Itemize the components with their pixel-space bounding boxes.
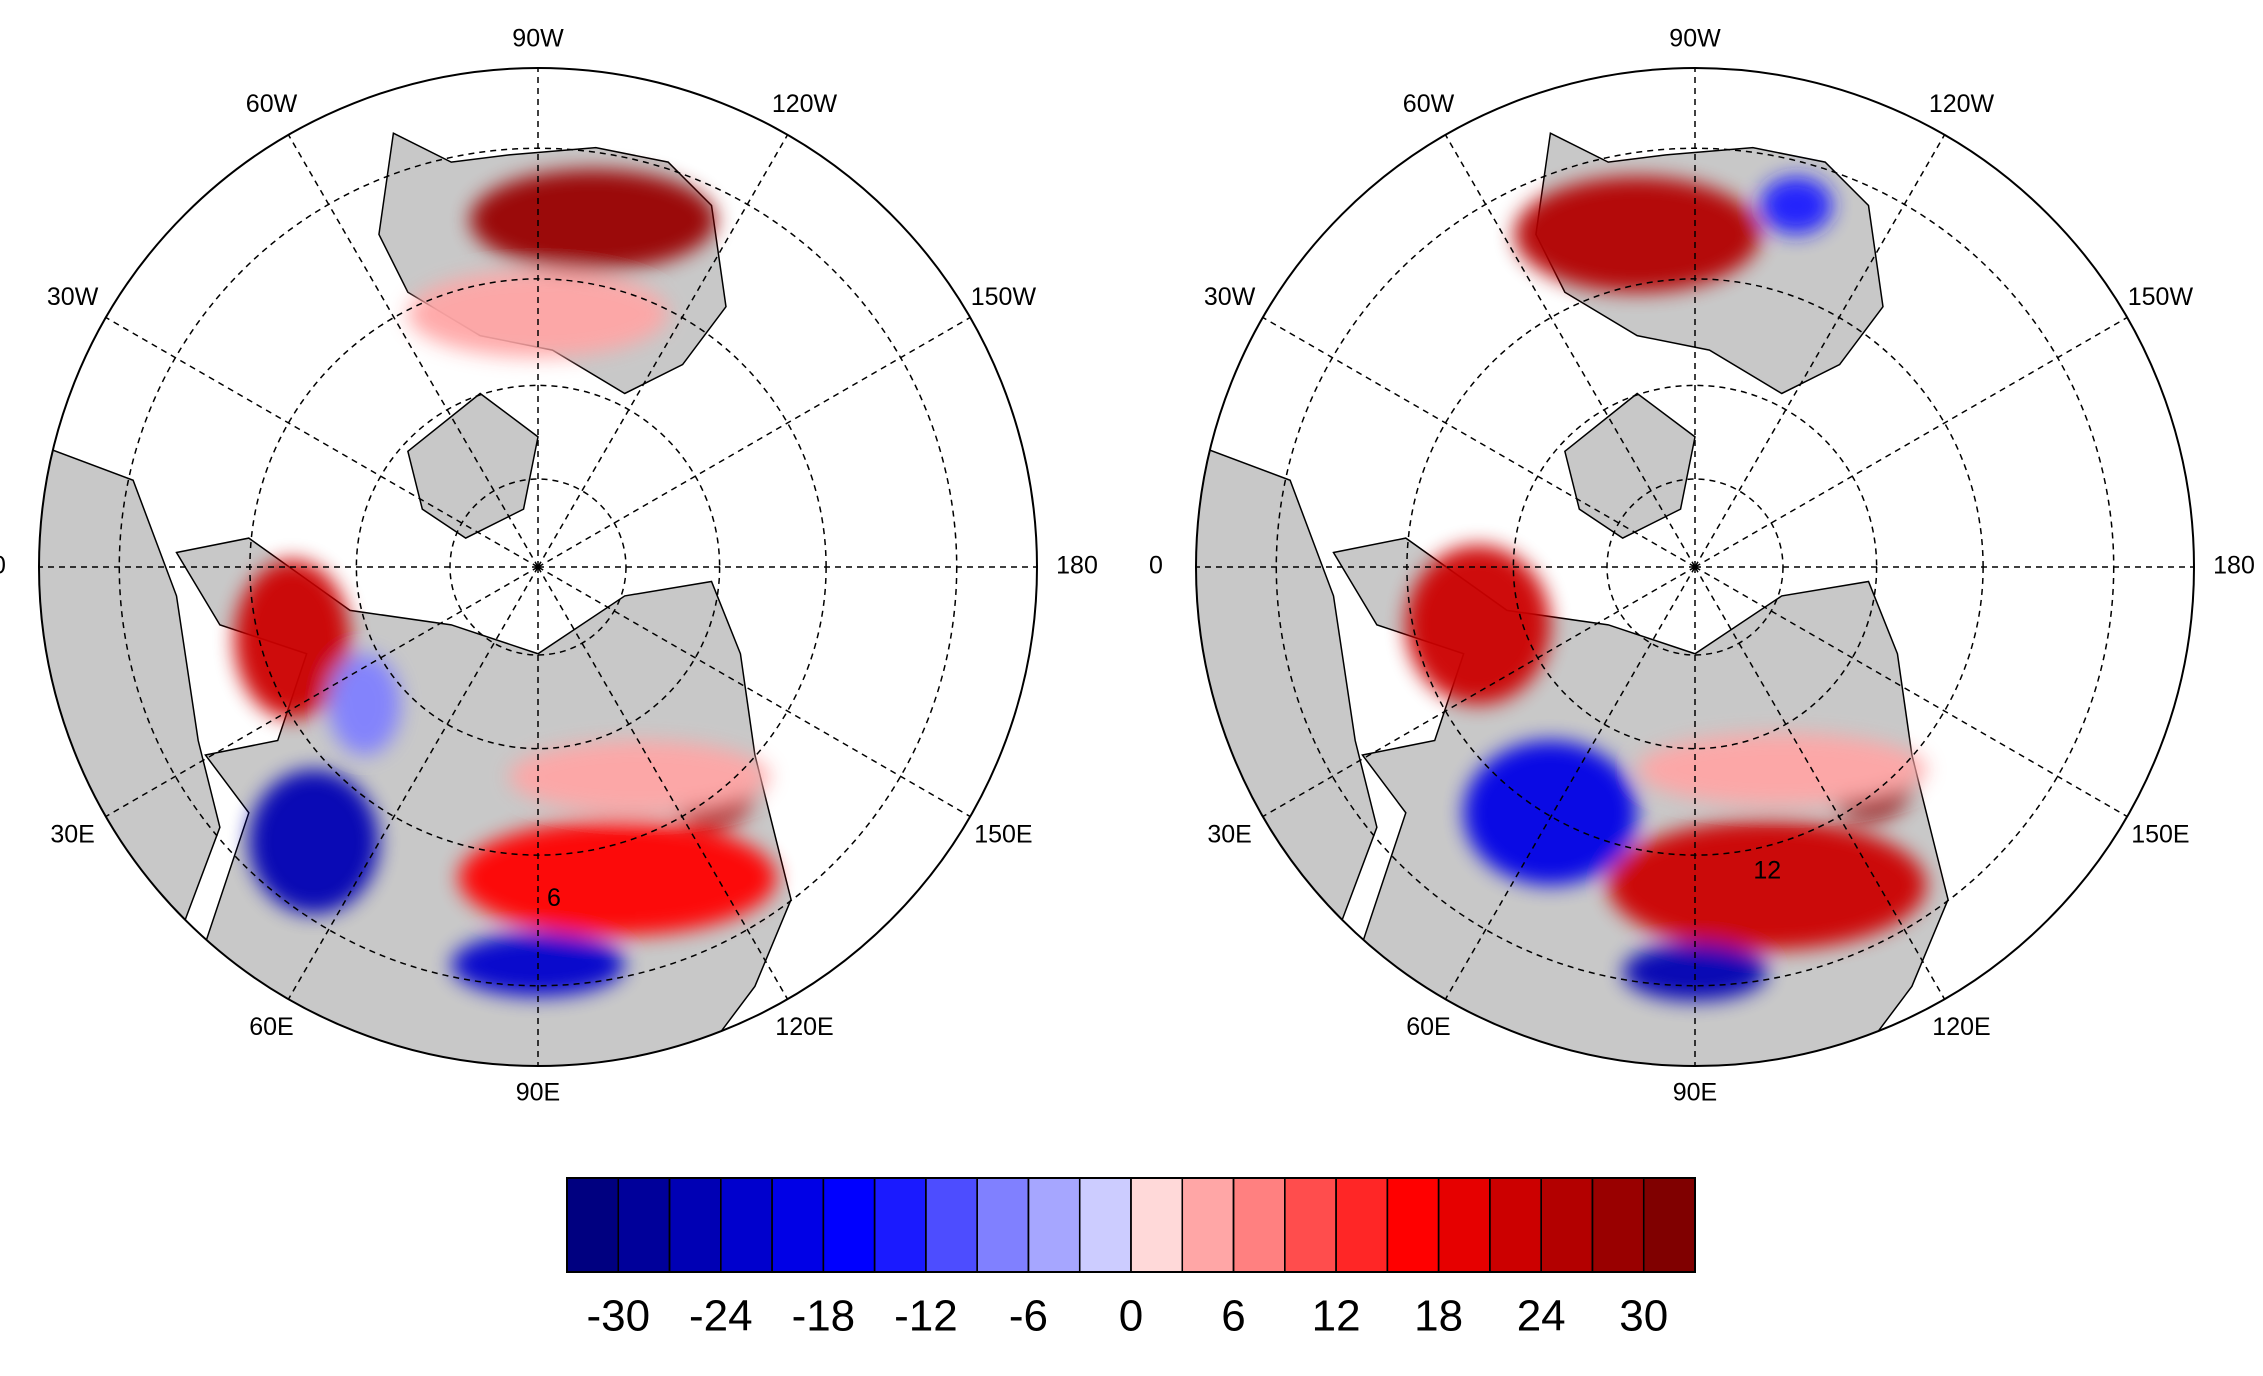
anomaly-region <box>1637 733 1927 806</box>
polar-map <box>1196 68 2194 1066</box>
longitude-label: 180 <box>1056 552 1098 580</box>
anomaly-region <box>248 769 379 915</box>
colorbar-box <box>1642 1177 1696 1273</box>
longitude-label: 60E <box>249 1013 293 1041</box>
longitude-label: 60W <box>246 90 298 118</box>
colorbar-tick-label: 18 <box>1414 1292 1463 1341</box>
longitude-label: 90E <box>516 1079 560 1107</box>
longitude-label: 90W <box>512 25 564 53</box>
anomaly-field <box>234 169 777 997</box>
anomaly-region <box>1760 176 1833 235</box>
colorbar-box <box>617 1177 671 1273</box>
land <box>1564 392 1696 539</box>
colorbar-box <box>1335 1177 1389 1273</box>
longitude-label: 60W <box>1403 90 1455 118</box>
colorbar-tick-label: -30 <box>586 1292 650 1341</box>
colorbar-box <box>720 1177 773 1273</box>
longitude-label: 150E <box>974 820 1032 848</box>
colorbar-tick-label: -18 <box>792 1292 856 1341</box>
contour-label: 6 <box>547 884 561 912</box>
colorbar-tick-label: -12 <box>894 1292 958 1341</box>
colorbar-box <box>873 1177 927 1273</box>
anomaly-region <box>1405 545 1551 705</box>
polar-map <box>39 68 1037 1066</box>
anomaly-region <box>1622 942 1768 1001</box>
anomaly-region <box>509 740 770 813</box>
anomaly-region <box>234 559 351 719</box>
colorbar-tick-label: -24 <box>689 1292 753 1341</box>
longitude-label: 120W <box>772 90 838 118</box>
colorbar-box <box>566 1177 620 1273</box>
colorbar-box <box>1232 1177 1286 1273</box>
longitude-label: 120E <box>775 1013 833 1041</box>
colorbar-box <box>1078 1177 1132 1273</box>
land <box>407 392 539 539</box>
colorbar-tick-label: 24 <box>1517 1292 1566 1341</box>
longitude-label: 60E <box>1406 1013 1450 1041</box>
longitude-label: 150E <box>2131 820 2189 848</box>
colorbar-box <box>976 1177 1030 1273</box>
longitude-label: 120E <box>1932 1013 1990 1041</box>
colorbar-box <box>771 1177 825 1273</box>
colorbar-box <box>1284 1177 1337 1273</box>
longitude-label: 30E <box>1207 820 1251 848</box>
anomaly-region <box>328 653 401 755</box>
colorbar-box <box>1027 1177 1081 1273</box>
colorbar-box <box>1386 1177 1440 1273</box>
longitude-label: 150W <box>971 283 1037 311</box>
anomaly-region <box>1608 820 1927 951</box>
contour-label: 12 <box>1753 857 1781 885</box>
colorbar-tick-label: 6 <box>1221 1292 1245 1341</box>
anomaly-region <box>470 169 716 271</box>
colorbar-tick-label: 0 <box>1119 1292 1143 1341</box>
colorbar-box <box>1489 1177 1542 1273</box>
longitude-label: 30E <box>50 820 94 848</box>
colorbar-box <box>1181 1177 1235 1273</box>
longitude-label: 0 <box>1149 552 1163 580</box>
anomaly-region <box>1463 740 1638 886</box>
longitude-label: 150W <box>2128 283 2194 311</box>
colorbar-box <box>668 1177 722 1273</box>
colorbar-box <box>925 1177 978 1273</box>
colorbar-tick-label: -6 <box>1009 1292 1048 1341</box>
longitude-label: 0 <box>0 552 6 580</box>
longitude-label: 120W <box>1929 90 1995 118</box>
longitude-label: 90W <box>1669 25 1721 53</box>
colorbar-box <box>1437 1177 1491 1273</box>
colorbar-tick-label: 30 <box>1619 1292 1668 1341</box>
latitude-line <box>449 478 627 656</box>
colorbar-box <box>1591 1177 1645 1273</box>
anomaly-region <box>458 820 777 936</box>
colorbar-tick-label: 12 <box>1312 1292 1361 1341</box>
colorbar-box <box>822 1177 876 1273</box>
anomaly-region <box>1514 176 1761 293</box>
latitude-line <box>1606 478 1784 656</box>
longitude-label: 30W <box>47 283 99 311</box>
colorbar-box <box>1540 1177 1594 1273</box>
longitude-label: 90E <box>1673 1079 1717 1107</box>
longitude-label: 30W <box>1204 283 1256 311</box>
colorbar-frame <box>566 1177 1696 1273</box>
longitude-label: 180 <box>2213 552 2255 580</box>
colorbar-box <box>1130 1177 1184 1273</box>
